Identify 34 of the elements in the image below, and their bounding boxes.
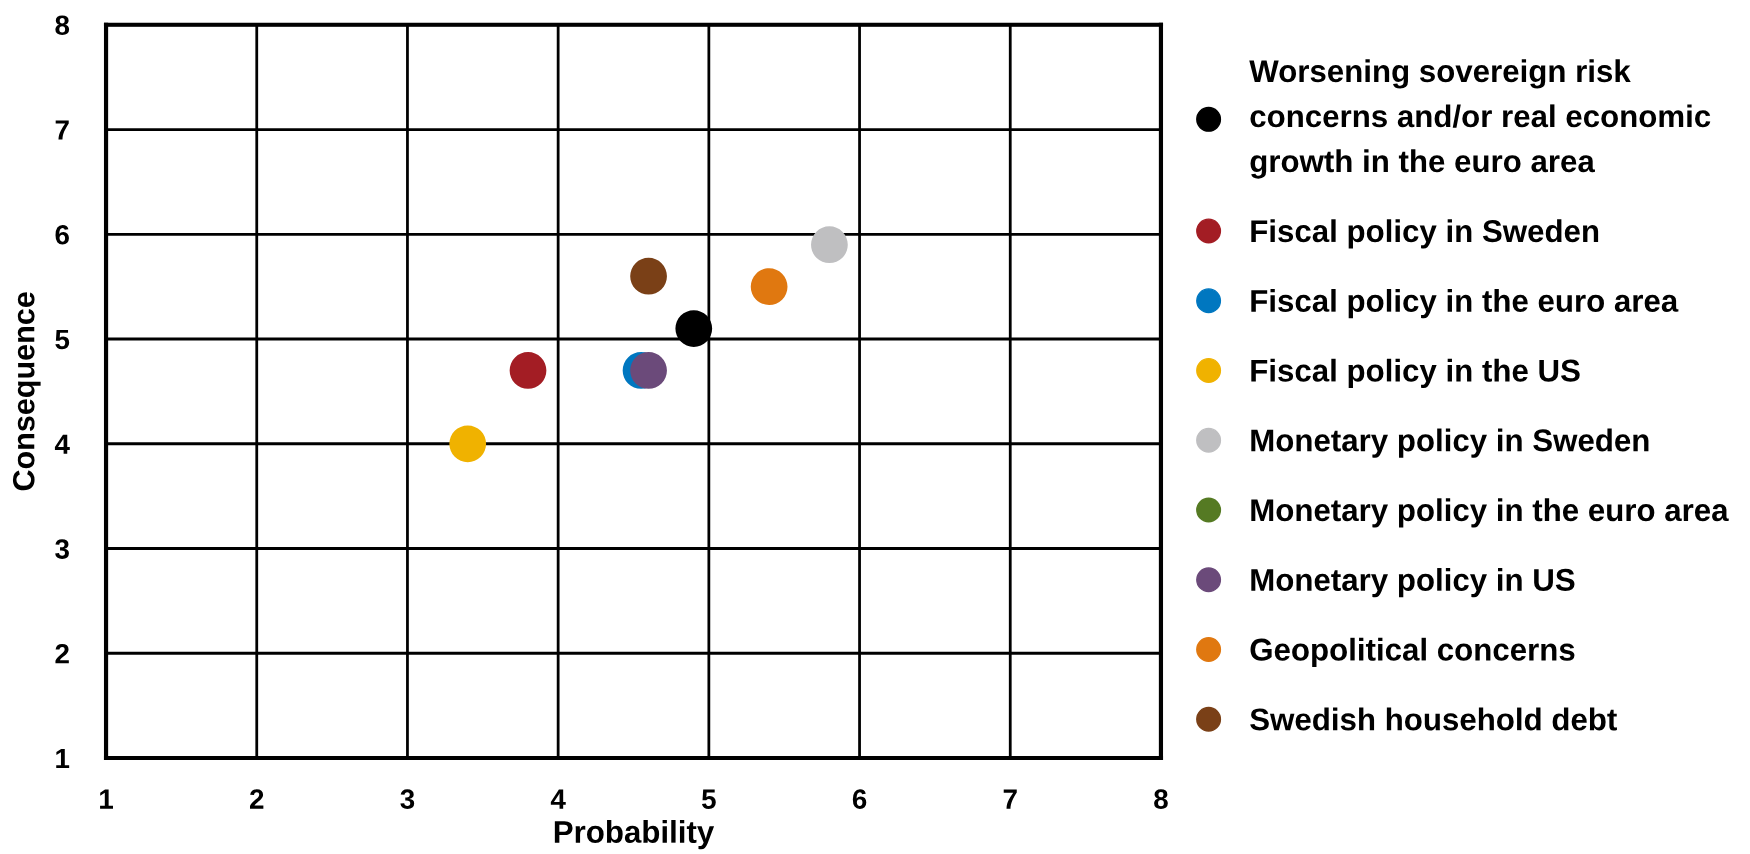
point xyxy=(630,352,667,389)
point xyxy=(811,226,848,264)
x-tick-label: 2 xyxy=(249,789,264,809)
point xyxy=(509,352,547,389)
y-tick-label: 3 xyxy=(55,539,69,559)
x-axis-title: Probability xyxy=(554,820,715,850)
legend-label: Monetary policy in the euro area xyxy=(1251,498,1729,528)
legend-label: Geopolitical concerns xyxy=(1250,637,1575,667)
point xyxy=(630,257,667,295)
x-tick-label: 4 xyxy=(550,789,566,809)
legend-label: Monetary policy in Sweden xyxy=(1251,428,1649,458)
point xyxy=(750,268,788,306)
x-tick-label: 1 xyxy=(100,789,113,809)
point xyxy=(449,425,487,463)
legend-label: Monetary policy in US xyxy=(1251,568,1575,598)
y-tick-label: 2 xyxy=(55,643,69,664)
legend-label: Swedish household debt xyxy=(1250,707,1617,731)
y-tick-label: 8 xyxy=(55,15,70,36)
point xyxy=(675,310,713,347)
y-tick-label: 5 xyxy=(55,329,70,350)
legend-label: Fiscal policy in the US xyxy=(1251,358,1580,388)
y-tick-label: 7 xyxy=(55,120,69,140)
y-tick-label: 4 xyxy=(54,434,70,454)
legend-label: Fiscal policy in the euro area xyxy=(1251,289,1679,319)
x-tick-label: 5 xyxy=(701,789,716,809)
y-tick-label: 6 xyxy=(55,224,69,245)
x-tick-label: 8 xyxy=(1154,789,1168,809)
y-axis-title: Consequence xyxy=(12,292,41,491)
x-tick-label: 3 xyxy=(400,789,415,810)
y-tick-label: 1 xyxy=(56,748,70,769)
x-tick-label: 6 xyxy=(852,789,867,809)
x-tick-label: 7 xyxy=(1003,789,1017,809)
legend-label: Worsening sovereign risk concerns and/or real economic growth in the euro area xyxy=(1249,59,1711,179)
legend-label: Fiscal policy in Sweden xyxy=(1251,219,1599,249)
